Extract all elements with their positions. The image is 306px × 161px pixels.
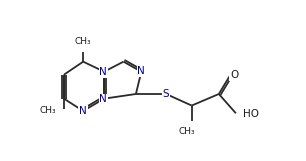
Text: CH₃: CH₃	[75, 37, 91, 46]
Text: N: N	[79, 106, 87, 116]
Text: N: N	[99, 67, 107, 77]
Text: S: S	[163, 89, 170, 99]
Text: O: O	[230, 70, 238, 80]
Text: N: N	[137, 66, 145, 76]
Text: HO: HO	[243, 109, 259, 119]
Text: CH₃: CH₃	[179, 127, 195, 136]
Text: CH₃: CH₃	[39, 106, 56, 115]
Text: N: N	[99, 94, 107, 104]
